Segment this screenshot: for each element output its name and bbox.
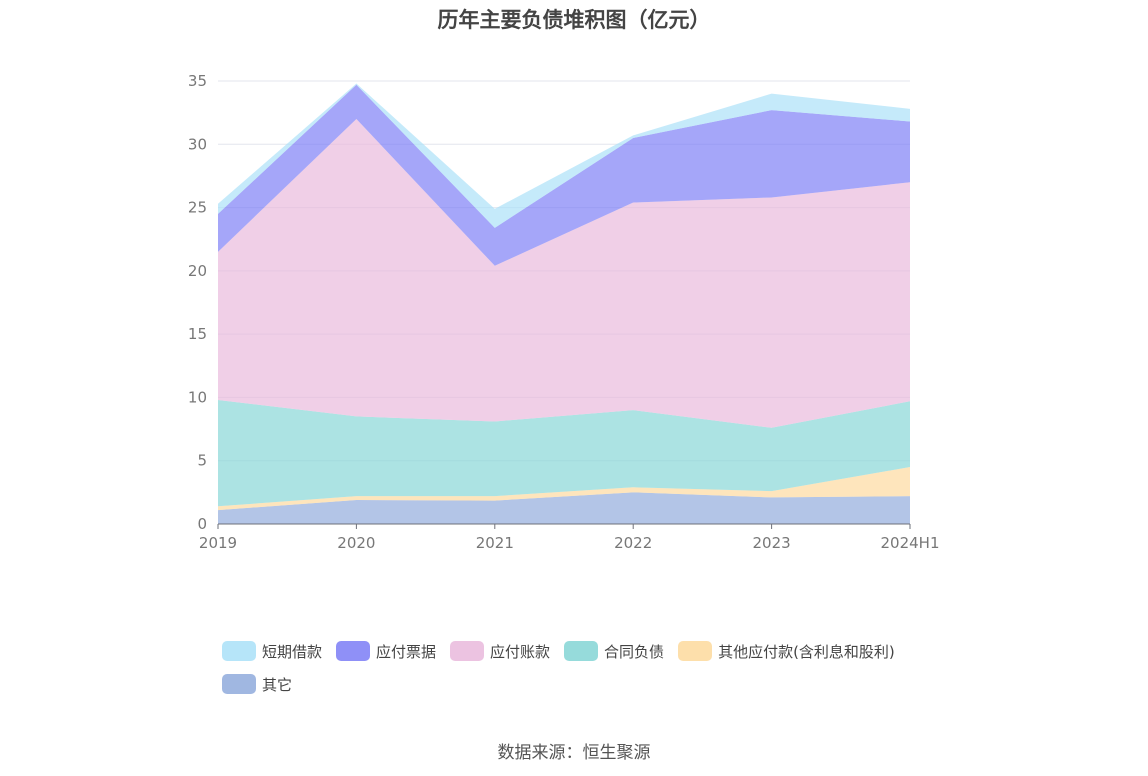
legend-item[interactable]: 应付票据 [336, 640, 436, 662]
legend-swatch [678, 641, 713, 661]
legend-label: 短期借款 [262, 642, 323, 661]
legend-swatch [222, 641, 256, 661]
legend-swatch [450, 641, 485, 661]
area-series-2 [218, 399, 910, 507]
chart-title: 历年主要负债堆积图（亿元） [437, 8, 711, 32]
x-tick-label: 2024H1 [881, 534, 940, 552]
area-series-4 [218, 84, 910, 266]
area-series-3 [218, 118, 910, 428]
legend: 短期借款 应付票据 应付账款 合同负债 其他应付款(含利息和股利) 其它 [222, 640, 982, 706]
axes [217, 523, 911, 529]
x-tick-label: 2022 [614, 534, 652, 552]
legend-item[interactable]: 合同负债 [564, 640, 664, 662]
legend-label: 应付账款 [490, 642, 551, 661]
y-tick-label: 15 [188, 325, 207, 343]
y-tick-label: 5 [197, 452, 207, 470]
y-tick-label: 35 [188, 72, 207, 90]
legend-item[interactable]: 短期借款 [222, 640, 322, 662]
tick-labels: 0 5 10 15 20 25 30 35 2019 2020 2021 2022 2023 2024H1 [188, 72, 940, 552]
legend-label: 应付票据 [376, 642, 437, 661]
legend-label: 其他应付款(含利息和股利) [718, 642, 895, 661]
legend-item[interactable]: 其它 [222, 673, 292, 695]
y-tick-label: 20 [188, 262, 207, 280]
x-tick-label: 2019 [199, 534, 237, 552]
source-note: 数据来源：恒生聚源 [497, 743, 651, 763]
legend-swatch [336, 641, 371, 661]
x-tick-label: 2021 [476, 534, 514, 552]
legend-item[interactable]: 应付账款 [450, 640, 550, 662]
x-tick-label: 2023 [753, 534, 791, 552]
y-tick-label: 25 [188, 199, 207, 217]
legend-item[interactable]: 其他应付款(含利息和股利) [678, 640, 895, 662]
legend-label: 其它 [262, 675, 293, 694]
y-tick-label: 0 [197, 515, 207, 533]
legend-swatch [222, 674, 256, 694]
y-tick-label: 10 [188, 388, 207, 406]
y-tick-label: 30 [188, 135, 207, 153]
x-tick-label: 2020 [337, 534, 375, 552]
area-series-1 [218, 467, 910, 511]
area-series [218, 83, 910, 524]
legend-swatch [564, 641, 599, 661]
area-series-0 [218, 492, 910, 524]
area-series-5 [218, 83, 910, 228]
legend-label: 合同负债 [604, 642, 665, 661]
